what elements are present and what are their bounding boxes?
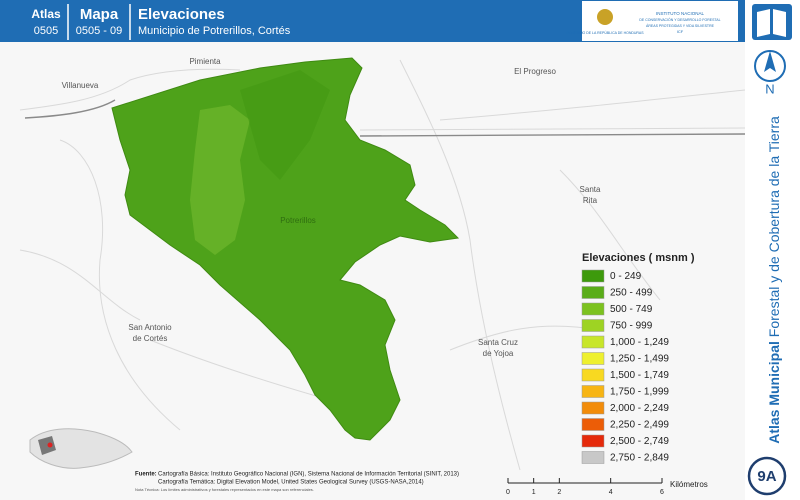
scale-bar: 0 1 2 4 6 [506, 478, 664, 496]
place-label: Pimienta [189, 57, 221, 66]
inset-map [29, 428, 133, 469]
book-icon [757, 9, 786, 37]
legend: 0 - 249 250 - 499 500 - 749 750 - 999 1,000 … [581, 269, 669, 464]
legend-swatch [581, 418, 605, 431]
sidebar-title-bold: Atlas Municipal [766, 341, 782, 444]
legend-label: 1,250 - 1,499 [610, 354, 669, 365]
logo-right-text: INSTITUTO NACIONAL [656, 11, 704, 16]
logo-right-text: DE CONSERVACIÓN Y DESARROLLO FORESTAL [639, 17, 720, 22]
subtitle: Municipio de Potrerillos, Cortés [138, 25, 291, 37]
legend-title: Elevaciones ( msnm ) [582, 252, 695, 264]
legend-swatch [581, 434, 605, 448]
place-label: El Progreso [514, 67, 556, 76]
legend-label: 500 - 749 [610, 304, 653, 315]
place-label: de Yojoa [483, 349, 514, 358]
scale-tick-label: 1 [532, 489, 536, 496]
place-label: Rita [583, 196, 598, 205]
place-label: Santa [580, 185, 601, 194]
legend-label: 1,000 - 1,249 [610, 337, 669, 348]
legend-swatch [581, 368, 605, 382]
source-note: Nota Técnica: Los límites administrativo… [135, 487, 314, 492]
legend-label: 2,250 - 2,499 [610, 420, 669, 431]
logo-right-text: ICF [677, 29, 684, 34]
scale-tick-label: 6 [660, 489, 664, 496]
place-label: de Cortés [133, 334, 168, 343]
legend-label: 250 - 499 [610, 288, 653, 299]
scale-tick-label: 4 [609, 489, 613, 496]
atlas-code: 0505 [34, 25, 58, 37]
place-label: Villanueva [62, 81, 99, 90]
legend-label: 0 - 249 [610, 271, 642, 282]
north-arrow [764, 51, 776, 72]
main-roads [24, 99, 746, 137]
title: Elevaciones [138, 6, 225, 23]
scale-tick-label: 2 [557, 489, 561, 496]
place-label: San Antonio [128, 323, 172, 332]
legend-swatch [581, 319, 605, 332]
scale-unit: Kilómetros [670, 480, 708, 489]
legend-label: 2,500 - 2,749 [610, 436, 669, 447]
atlas-label: Atlas [31, 7, 61, 21]
source-label: Fuente: [135, 472, 157, 478]
legend-swatch [581, 302, 605, 316]
source-line: Cartografía Temática: Digital Elevation … [158, 480, 424, 486]
badge: 9A [757, 468, 776, 485]
legend-label: 2,750 - 2,849 [610, 453, 669, 464]
legend-swatch [581, 385, 605, 398]
logo-left-text: GOBIERNO DE LA REPÚBLICA DE HONDURAS [566, 31, 644, 35]
roads [19, 59, 746, 471]
logo-emblem [597, 9, 613, 25]
inset-highlight [38, 436, 56, 455]
legend-swatch [581, 286, 605, 299]
legend-swatch [581, 335, 605, 349]
north-label: N [765, 81, 774, 96]
legend-swatch [581, 269, 605, 283]
map-code: 0505 - 09 [76, 25, 122, 37]
legend-label: 750 - 999 [610, 321, 653, 332]
source-line: Cartografía Básica: Instituto Geográfico… [158, 472, 459, 478]
logo-right-text: ÁREAS PROTEGIDAS Y VIDA SILVESTRE [646, 24, 715, 28]
legend-swatch [581, 451, 605, 464]
legend-label: 1,500 - 1,749 [610, 370, 669, 381]
legend-swatch [581, 401, 605, 415]
inset-location [47, 442, 53, 448]
legend-swatch [581, 352, 605, 365]
place-label: Potrerillos [280, 216, 316, 225]
elevation-zone [240, 70, 330, 180]
scale-tick-label: 0 [506, 489, 510, 496]
elevation-zone [190, 105, 250, 255]
sidebar-title-rest: Forestal y de Cobertura de la Tierra [766, 116, 782, 337]
place-label: Santa Cruz [478, 338, 518, 347]
map-label: Mapa [80, 6, 119, 23]
legend-label: 1,750 - 1,999 [610, 387, 669, 398]
sidebar-title: Atlas Municipal Forestal y de Cobertura … [766, 116, 782, 444]
badge-circle [747, 456, 787, 496]
legend-label: 2,000 - 2,249 [610, 403, 669, 414]
